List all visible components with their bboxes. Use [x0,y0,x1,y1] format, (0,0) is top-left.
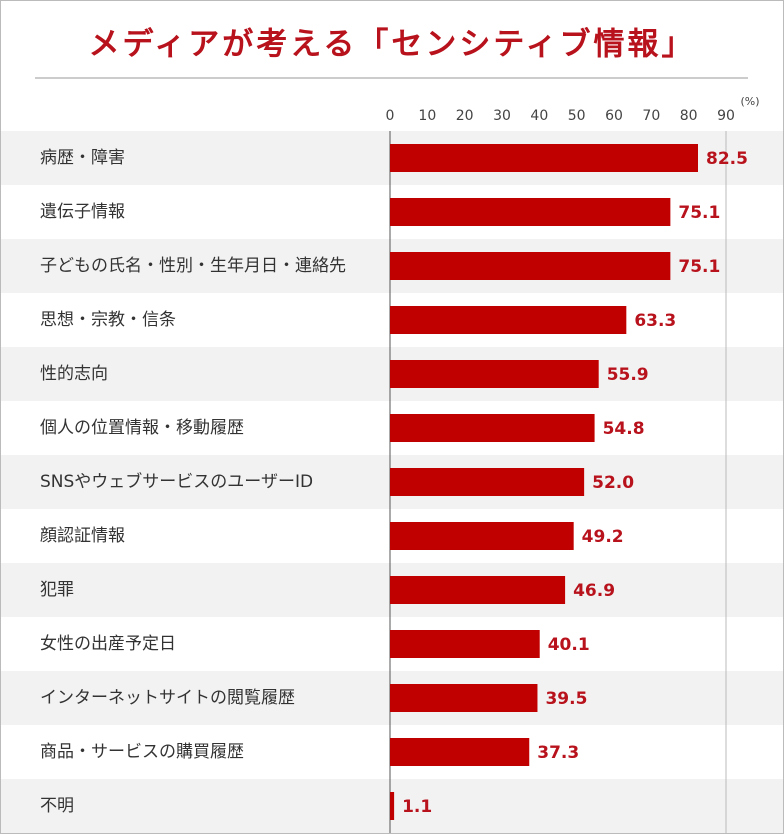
category-label: 女性の出産予定日 [40,634,176,654]
bar [390,414,595,442]
value-label: 39.5 [545,689,587,709]
value-label: 55.9 [607,365,649,385]
x-tick-label: 30 [493,108,511,124]
value-label: 75.1 [678,257,720,277]
category-label: 病歴・障害 [40,148,125,168]
category-label: 性的志向 [40,364,108,384]
value-label: 52.0 [592,473,634,493]
value-label: 63.3 [634,311,676,331]
value-label: 75.1 [678,203,720,223]
x-tick-label: 80 [680,108,698,124]
axis-unit: (%) [740,95,759,108]
category-label: SNSやウェブサービスのユーザーID [40,471,313,492]
chart-title: メディアが考える「センシティブ情報」 [88,27,695,63]
category-label: 商品・サービスの購買履歴 [40,742,244,762]
value-label: 49.2 [582,527,624,547]
x-tick-label: 70 [642,108,660,124]
value-label: 1.1 [402,797,432,817]
category-label: 犯罪 [40,580,74,600]
category-label: 不明 [40,796,74,816]
bar [390,738,530,766]
category-label: 顔認証情報 [40,526,125,546]
x-tick-label: 10 [418,108,436,124]
value-label: 40.1 [548,635,590,655]
bar [390,630,540,658]
bar [390,792,395,820]
category-label: 遺伝子情報 [40,202,125,222]
bar [390,468,585,496]
category-label: 思想・宗教・信条 [40,310,176,330]
x-tick-label: 90 [717,108,735,124]
value-label: 54.8 [603,419,645,439]
bar [390,576,566,604]
bar [390,252,671,280]
x-tick-label: 60 [605,108,623,124]
bar [390,306,627,334]
bar [390,198,671,226]
category-label: インターネットサイトの閲覧履歴 [40,688,295,708]
x-tick-label: 20 [456,108,474,124]
value-label: 46.9 [573,581,615,601]
bar [390,522,574,550]
x-tick-label: 0 [386,108,395,124]
category-label: 個人の位置情報・移動履歴 [40,418,244,438]
x-tick-label: 50 [568,108,586,124]
bar [390,684,538,712]
value-label: 82.5 [706,149,748,169]
bar [390,360,599,388]
bar [390,144,698,172]
x-tick-label: 40 [530,108,548,124]
value-label: 37.3 [537,743,579,763]
category-label: 子どもの氏名・性別・生年月日・連絡先 [40,256,346,276]
